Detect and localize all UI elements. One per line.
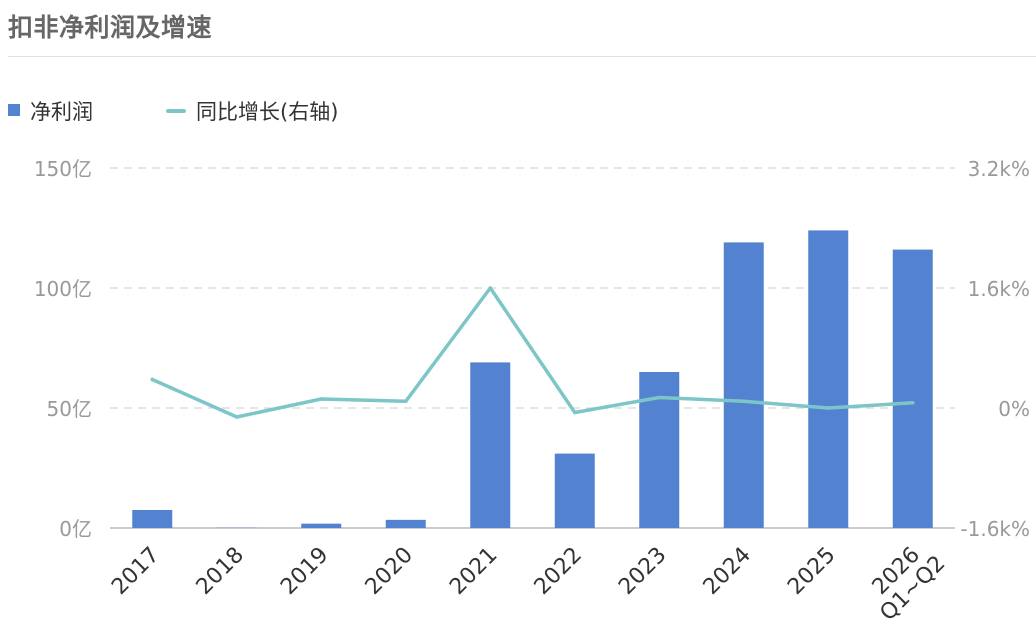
bar (554, 453, 595, 528)
bar (723, 242, 764, 528)
x-tick-label: 2020 (361, 543, 418, 600)
x-tick-label: 2018 (192, 543, 249, 600)
y-left-tick-label: 0亿 (59, 517, 92, 541)
growth-point (826, 406, 831, 410)
bar (892, 249, 933, 528)
x-tick-label: 2021 (445, 543, 502, 600)
legend-bar-label: 净利润 (30, 100, 93, 124)
bar (132, 510, 173, 528)
x-tick-label: 2019 (276, 543, 333, 600)
growth-point (403, 399, 408, 404)
y-right-tick-label: 3.2k% (968, 157, 1030, 181)
x-tick-label: 2024 (699, 543, 756, 600)
bar (470, 362, 511, 528)
growth-point (572, 410, 577, 415)
x-tick-label: 2026Q1~Q2 (858, 534, 950, 626)
x-tick-label-line: 2017 (107, 543, 164, 600)
chart-title: 扣非净利润及增速 (8, 13, 213, 42)
x-tick-label-line: 2020 (361, 543, 418, 600)
bar (301, 523, 342, 528)
bar (639, 372, 680, 528)
bar (808, 230, 849, 528)
growth-point (910, 400, 915, 405)
growth-point (319, 397, 324, 401)
x-tick-label-line: 2025 (783, 543, 840, 600)
legend-line-swatch (166, 109, 186, 113)
x-tick-label: 2023 (614, 543, 671, 600)
growth-line (150, 286, 915, 419)
growth-point (488, 286, 493, 290)
x-tick-label: 2025 (783, 543, 840, 600)
x-tick-label: 2022 (530, 543, 587, 600)
y-left-tick-label: 150亿 (34, 157, 92, 181)
title-divider (8, 56, 1036, 57)
x-tick-label-line: 2023 (614, 543, 671, 600)
x-tick-label-line: 2022 (530, 543, 587, 600)
y-left-tick-label: 100亿 (34, 277, 92, 301)
y-right-tick-label: 1.6k% (968, 277, 1030, 301)
x-tick-label-line: 2019 (276, 543, 333, 600)
growth-point (150, 377, 155, 382)
x-tick-label-line: 2018 (192, 543, 249, 600)
legend-bar-swatch (8, 104, 20, 116)
x-tick-label-line: 2021 (445, 543, 502, 600)
y-right-tick-label: 0% (998, 397, 1030, 421)
bar (385, 519, 426, 528)
x-tick-label: 2017 (107, 543, 164, 600)
x-tick-label-line: 2024 (699, 543, 756, 600)
y-right-tick-label: -1.6k% (960, 517, 1030, 541)
growth-point (741, 399, 746, 404)
growth-point (234, 415, 239, 419)
y-left-tick-label: 50亿 (47, 397, 92, 421)
legend-line-label: 同比增长(右轴) (196, 100, 339, 124)
growth-point (657, 395, 662, 400)
